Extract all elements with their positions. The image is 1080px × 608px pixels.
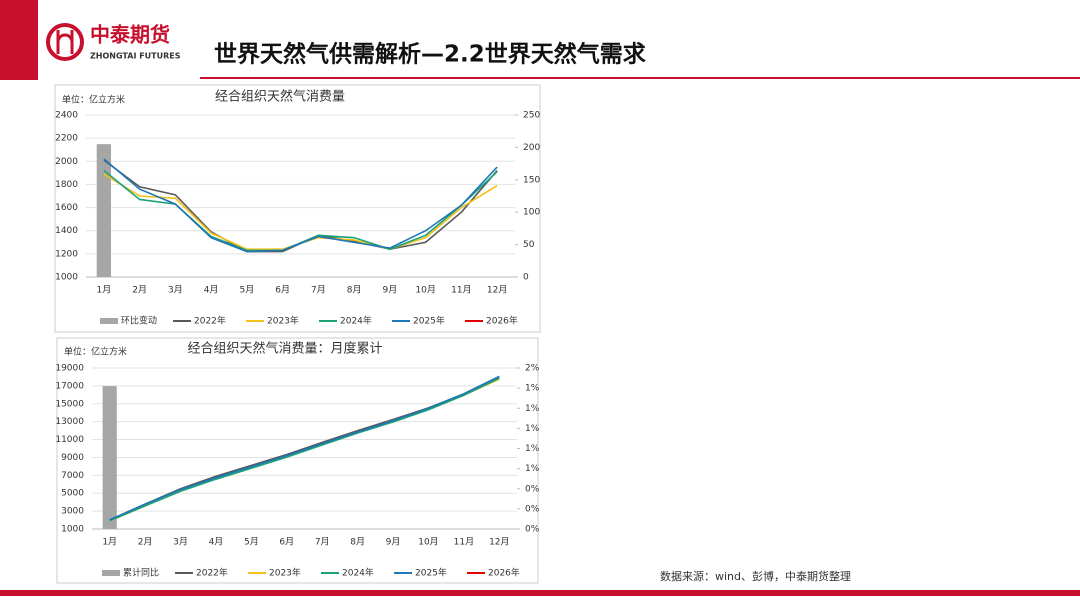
legend-label: 2024年	[340, 315, 372, 327]
y-tick-label: 9000	[61, 453, 84, 463]
x-tick-label: 12月	[489, 537, 509, 548]
legend-label: 2026年	[486, 315, 518, 327]
x-tick-label: 8月	[350, 537, 365, 548]
x-tick-label: 6月	[275, 285, 290, 296]
legend-label: 2026年	[488, 567, 520, 579]
y-tick-label: 11000	[55, 435, 84, 445]
legend-label: 环比变动	[121, 315, 157, 327]
x-tick-label: 11月	[454, 537, 474, 548]
slide-title: 世界天然气供需解析—2.2世界天然气需求	[214, 41, 646, 68]
x-tick-label: 4月	[209, 537, 224, 548]
legend-label: 2022年	[196, 567, 228, 579]
line	[109, 376, 500, 521]
y2-tick-label: 0%	[525, 504, 540, 514]
x-tick-label: 5月	[244, 537, 259, 548]
y2-tick-label: 1%	[525, 464, 540, 474]
x-tick-label: 2月	[138, 537, 153, 548]
y-tick-label: 13000	[55, 417, 84, 427]
source: 数据来源：wind、彭博，中泰期货整理	[660, 569, 851, 583]
y-tick-label: 3000	[61, 507, 84, 517]
y-tick-label: 5000	[61, 489, 84, 499]
x-tick-label: 6月	[279, 537, 294, 548]
line	[109, 377, 500, 522]
x-tick-label: 7月	[315, 537, 330, 548]
x-tick-label: 11月	[451, 285, 471, 296]
y2-tick-label: 150	[523, 175, 540, 185]
y2-tick-label: 1%	[525, 384, 540, 394]
chart-frame	[56, 337, 539, 584]
y-tick-label: 1000	[61, 525, 84, 535]
brand: 中泰期货	[90, 23, 170, 47]
x-tick-label: 9月	[386, 537, 401, 548]
legend-label: 2024年	[342, 567, 374, 579]
x-tick-label: 4月	[204, 285, 219, 296]
x-tick-label: 1月	[102, 537, 117, 548]
legend-swatch	[100, 318, 118, 324]
brand-en: ZHONGTAI FUTURES	[90, 52, 181, 61]
y-tick-label: 1600	[55, 203, 78, 213]
x-tick-label: 3月	[168, 285, 183, 296]
x-tick-label: 9月	[383, 285, 398, 296]
legend-label: 2023年	[267, 315, 299, 327]
chart-title: 经合组织天然气消费量：月度累计	[187, 341, 382, 357]
y2-tick-label: 100	[523, 208, 540, 218]
legend-label: 2025年	[413, 315, 445, 327]
unit-label: 单位：亿立方米	[62, 94, 125, 106]
legend-label: 2023年	[269, 567, 301, 579]
line	[103, 169, 498, 252]
y2-tick-label: 0	[523, 273, 529, 283]
legend-label: 2025年	[415, 567, 447, 579]
x-tick-label: 2月	[132, 285, 147, 296]
y2-tick-label: 1%	[525, 444, 540, 454]
x-tick-label: 7月	[311, 285, 326, 296]
chart-frame	[54, 84, 541, 333]
bar	[102, 386, 117, 529]
x-tick-label: 12月	[487, 285, 507, 296]
y-tick-label: 17000	[55, 381, 84, 391]
line	[103, 158, 498, 253]
y2-tick-label: 50	[523, 240, 535, 250]
y-tick-label: 15000	[55, 399, 84, 409]
accent-bar	[0, 0, 38, 80]
y-tick-label: 2000	[55, 157, 78, 167]
y2-tick-label: 0%	[525, 484, 540, 494]
y2-tick-label: 2%	[525, 364, 540, 374]
y-tick-label: 1000	[55, 273, 78, 283]
footer-bar	[0, 590, 1080, 596]
unit-label: 单位：亿立方米	[64, 346, 127, 358]
x-tick-label: 5月	[240, 285, 255, 296]
y-tick-label: 1200	[55, 249, 78, 259]
x-tick-label: 10月	[415, 285, 435, 296]
y2-tick-label: 1%	[525, 404, 540, 414]
legend-label: 2022年	[194, 315, 226, 327]
bar	[96, 144, 112, 277]
y-tick-label: 19000	[55, 364, 84, 374]
y2-tick-label: 0%	[525, 525, 540, 535]
x-tick-label: 10月	[418, 537, 438, 548]
y2-tick-label: 250	[523, 111, 540, 121]
y-tick-label: 2200	[55, 134, 78, 144]
logo-mark	[56, 30, 74, 54]
chart-title: 经合组织天然气消费量	[215, 89, 345, 105]
x-tick-label: 8月	[347, 285, 362, 296]
y2-tick-label: 1%	[525, 424, 540, 434]
line	[103, 159, 498, 253]
line	[109, 375, 500, 521]
x-tick-label: 3月	[173, 537, 188, 548]
logo	[46, 23, 84, 61]
y-tick-label: 2400	[55, 111, 78, 121]
legend-swatch	[102, 570, 120, 576]
y-tick-label: 1400	[55, 226, 78, 236]
line	[103, 173, 498, 251]
y-tick-label: 7000	[61, 471, 84, 481]
y-tick-label: 1800	[55, 180, 78, 190]
legend-label: 累计同比	[123, 567, 159, 579]
y2-tick-label: 200	[523, 143, 540, 153]
x-tick-label: 1月	[97, 285, 112, 296]
